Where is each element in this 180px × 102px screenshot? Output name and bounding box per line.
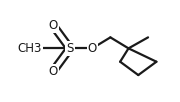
- Text: CH3: CH3: [18, 42, 42, 55]
- Text: O: O: [49, 65, 58, 78]
- Text: O: O: [88, 42, 97, 55]
- Text: O: O: [49, 19, 58, 32]
- Text: S: S: [66, 42, 74, 55]
